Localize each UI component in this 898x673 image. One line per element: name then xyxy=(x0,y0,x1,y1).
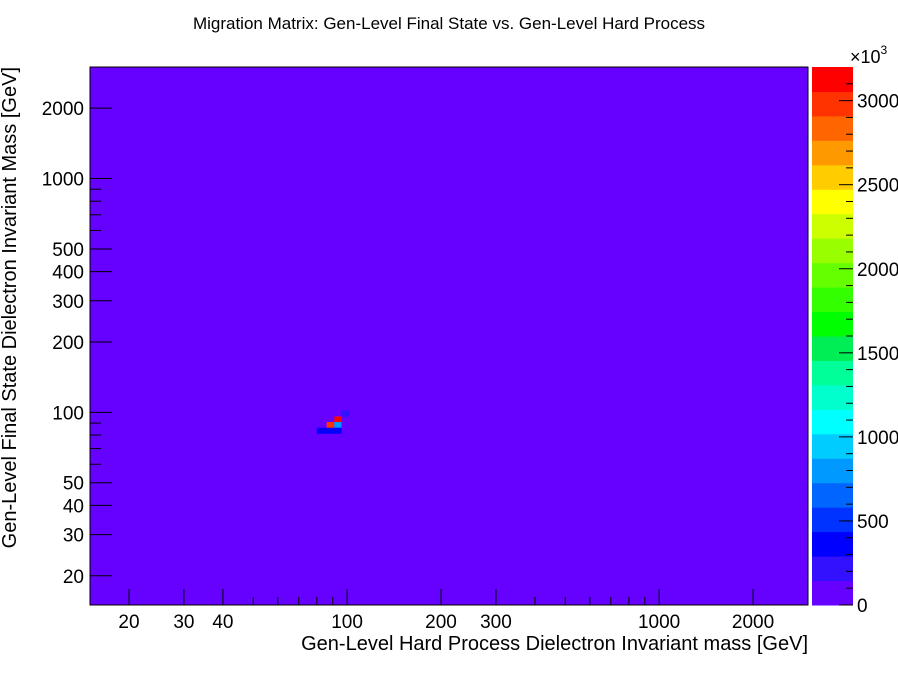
x-tick-label: 30 xyxy=(173,612,194,633)
heatmap-cell xyxy=(334,427,342,434)
colorbar-segment xyxy=(812,336,853,361)
colorbar-tick-label: 1500 xyxy=(857,344,898,365)
colorbar-segment xyxy=(812,311,853,337)
colorbar-segment xyxy=(812,360,853,386)
heatmap-cell xyxy=(326,427,335,434)
colorbar-segment xyxy=(812,433,853,459)
heatmap-cell xyxy=(334,416,342,422)
colorbar-segment xyxy=(812,409,853,435)
y-tick-label: 50 xyxy=(63,474,84,495)
colorbar-tick-label: 3000 xyxy=(857,92,898,113)
colorbar-segment xyxy=(812,91,853,117)
plot-background xyxy=(90,67,808,605)
x-tick-label: 20 xyxy=(118,612,139,633)
colorbar-segment xyxy=(812,115,853,141)
y-tick-label: 1000 xyxy=(42,170,84,191)
chart-title: Migration Matrix: Gen-Level Final State … xyxy=(193,14,705,33)
heatmap-cells xyxy=(316,410,350,434)
y-tick-label: 100 xyxy=(52,403,84,424)
x-tick-label: 100 xyxy=(331,612,363,633)
colorbar-multiplier: ×103 xyxy=(850,43,888,67)
x-axis-label: Gen-Level Hard Process Dielectron Invari… xyxy=(301,633,808,655)
x-tick-label: 200 xyxy=(425,612,457,633)
y-tick-label: 40 xyxy=(63,496,84,517)
colorbar-tick-label: 500 xyxy=(857,512,889,533)
y-axis-label: Gen-Level Final State Dielectron Invaria… xyxy=(0,67,21,548)
colorbar-tick-label: 2000 xyxy=(857,260,898,281)
colorbar-segment xyxy=(812,384,853,410)
colorbar-axis: 0 500 1000 1500 2000 2500 3000 xyxy=(839,83,898,617)
x-tick-label: 40 xyxy=(212,612,233,633)
y-tick-label: 200 xyxy=(52,333,84,354)
colorbar xyxy=(812,67,853,606)
colorbar-segment xyxy=(812,287,853,313)
colorbar-segment xyxy=(812,262,853,288)
y-tick-label: 500 xyxy=(52,240,84,261)
heatmap-cell xyxy=(326,421,335,428)
y-tick-label: 20 xyxy=(63,567,84,588)
colorbar-multiplier-exponent: 3 xyxy=(881,43,888,57)
heatmap-cell xyxy=(316,427,327,434)
colorbar-segment xyxy=(812,556,853,582)
y-tick-label: 300 xyxy=(52,292,84,313)
colorbar-tick-label: 1000 xyxy=(857,428,898,449)
colorbar-segment xyxy=(812,238,853,264)
colorbar-tick-label: 2500 xyxy=(857,176,898,197)
colorbar-segment xyxy=(812,164,853,190)
colorbar-segment xyxy=(812,507,853,533)
heatmap-cell xyxy=(334,421,342,428)
colorbar-segment xyxy=(812,140,853,166)
y-tick-label: 2000 xyxy=(42,99,84,120)
colorbar-segment xyxy=(812,580,853,606)
x-axis: 20 30 40 100 200 300 1000 2000 xyxy=(118,589,809,633)
x-tick-label: 300 xyxy=(480,612,512,633)
y-tick-label: 30 xyxy=(63,526,84,547)
colorbar-tick-label: 0 xyxy=(857,596,868,617)
plot-frame xyxy=(89,66,809,606)
colorbar-segment xyxy=(812,67,853,92)
colorbar-segment xyxy=(812,531,853,557)
heatmap-cell xyxy=(341,410,350,417)
x-tick-label: 1000 xyxy=(638,612,680,633)
x-tick-label: 2000 xyxy=(732,612,774,633)
y-tick-label: 400 xyxy=(52,263,84,284)
